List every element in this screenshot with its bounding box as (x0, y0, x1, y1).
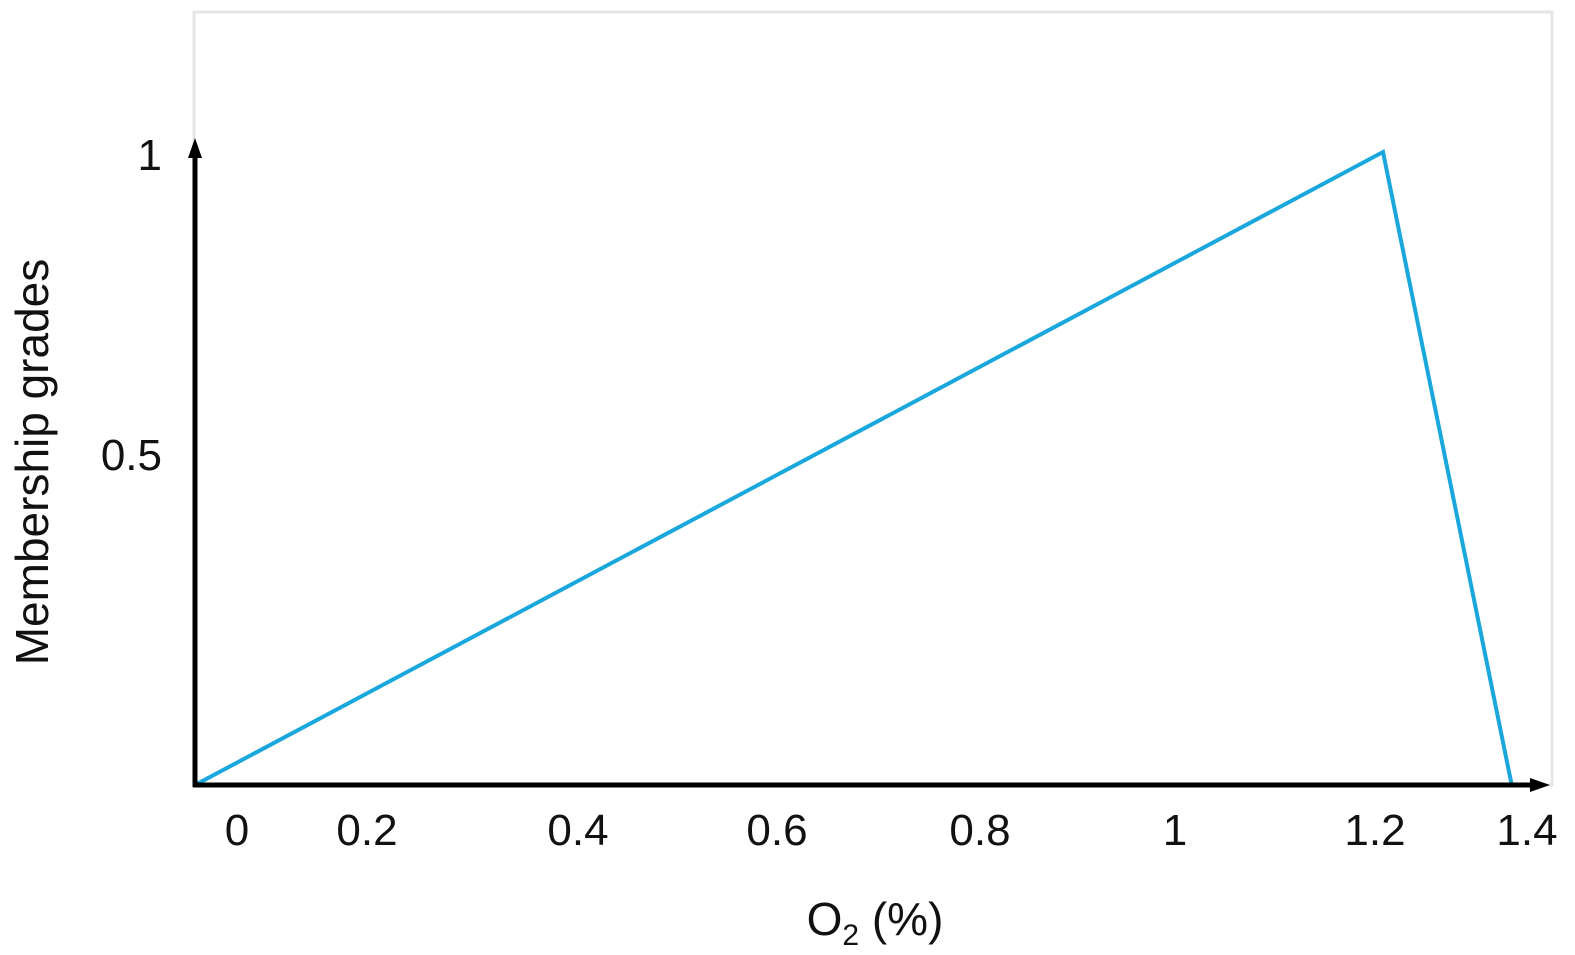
x-tick-label: 1.2 (1344, 806, 1405, 855)
x-tick-label: 0.8 (949, 806, 1010, 855)
y-axis-arrow (188, 138, 202, 158)
x-tick-label: 0.6 (746, 806, 807, 855)
y-tick-label: 1 (138, 131, 162, 180)
y-axis-label: Membership grades (6, 259, 58, 666)
x-axis-label: O2 (%) (807, 893, 944, 952)
x-tick-label: 0.4 (547, 806, 608, 855)
x-tick-label: 0 (225, 806, 249, 855)
x-tick-label: 0.2 (336, 806, 397, 855)
x-tick-label: 1 (1163, 806, 1187, 855)
y-tick-label: 0.5 (101, 431, 162, 480)
series-line (194, 148, 1514, 787)
plot-frame (192, 10, 1554, 787)
x-axis-arrow (1530, 778, 1550, 792)
x-tick-label: 1.4 (1496, 806, 1557, 855)
